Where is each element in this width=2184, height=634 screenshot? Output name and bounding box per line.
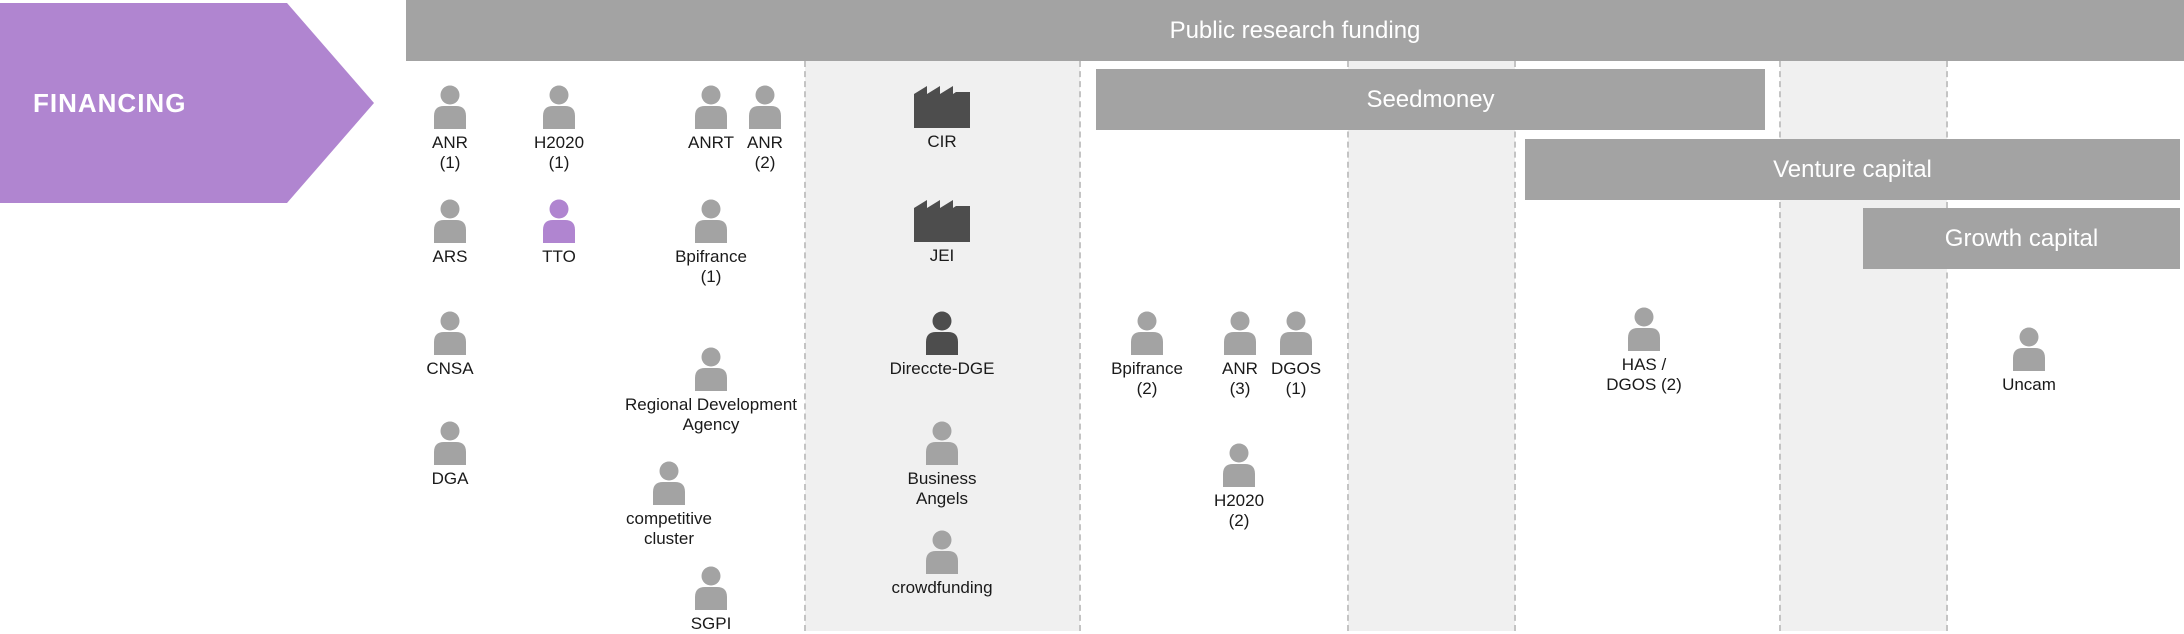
person-icon xyxy=(1131,311,1163,355)
column-divider xyxy=(1079,61,1081,631)
actor-tto: TTO xyxy=(519,199,599,267)
actor-sgpi: SGPI xyxy=(671,566,751,634)
actor-label: SGPI xyxy=(690,614,732,633)
actor-label: ANR (2) xyxy=(747,133,783,172)
actor-anr-2: ANR (2) xyxy=(735,85,795,173)
actor-label: JEI xyxy=(929,246,955,265)
person-icon xyxy=(695,199,727,243)
actor-h2020-1: H2020 (1) xyxy=(519,85,599,173)
actor-label: ANRT xyxy=(688,133,734,152)
actor-competitive-cluster: competitive cluster xyxy=(609,461,729,549)
actor-label: H2020 (1) xyxy=(533,133,585,172)
actor-label: Business Angels xyxy=(907,469,977,508)
actor-anrt: ANRT xyxy=(671,85,751,153)
person-icon xyxy=(434,421,466,465)
actor-bpifrance-1: Bpifrance (1) xyxy=(651,199,771,287)
column-band xyxy=(1348,61,1515,631)
person-icon xyxy=(695,566,727,610)
factory-icon xyxy=(914,200,970,242)
actor-ars: ARS xyxy=(410,199,490,267)
person-icon xyxy=(926,421,958,465)
column-divider xyxy=(1514,61,1516,631)
person-icon xyxy=(653,461,685,505)
actor-label: H2020 (2) xyxy=(1213,491,1265,530)
actor-h2020-2: H2020 (2) xyxy=(1199,443,1279,531)
actor-cir: CIR xyxy=(892,86,992,152)
person-icon xyxy=(543,199,575,243)
financing-chevron xyxy=(0,3,374,203)
actor-dgos-1: DGOS (1) xyxy=(1261,311,1331,399)
actor-business-angels: Business Angels xyxy=(882,421,1002,509)
growth-capital-bar: Growth capital xyxy=(1863,208,2180,269)
actor-label: HAS / DGOS (2) xyxy=(1606,355,1682,394)
person-icon xyxy=(926,311,958,355)
person-icon xyxy=(434,199,466,243)
actor-label: CIR xyxy=(927,132,957,151)
person-icon xyxy=(926,530,958,574)
person-icon xyxy=(543,85,575,129)
column-divider xyxy=(1946,61,1948,631)
factory-icon xyxy=(914,86,970,128)
person-icon xyxy=(1628,307,1660,351)
actor-label: DGOS (1) xyxy=(1270,359,1322,398)
person-icon xyxy=(2013,327,2045,371)
actor-dga: DGA xyxy=(410,421,490,489)
actor-jei: JEI xyxy=(892,200,992,266)
person-icon xyxy=(1224,311,1256,355)
actor-has-dgos-2: HAS / DGOS (2) xyxy=(1594,307,1694,395)
actor-label: Direccte-DGE xyxy=(889,359,995,378)
person-icon xyxy=(749,85,781,129)
column-divider xyxy=(804,61,806,631)
actor-label: Bpifrance (1) xyxy=(675,247,747,286)
actor-label: ANR (1) xyxy=(432,133,468,172)
public-research-funding-bar: Public research funding xyxy=(406,0,2184,61)
person-icon xyxy=(1280,311,1312,355)
person-icon xyxy=(434,311,466,355)
actor-regional-development-agency: Regional Development Agency xyxy=(608,347,814,435)
actor-anr-3: ANR (3) xyxy=(1205,311,1275,399)
actor-label: DGA xyxy=(431,469,469,488)
venture-capital-bar: Venture capital xyxy=(1525,139,2180,200)
person-icon xyxy=(1223,443,1255,487)
actor-label: crowdfunding xyxy=(891,578,993,597)
actor-label: competitive cluster xyxy=(626,509,712,548)
actor-label: Regional Development Agency xyxy=(625,395,797,434)
actor-label: ANR (3) xyxy=(1222,359,1258,398)
person-icon xyxy=(695,85,727,129)
actor-label: TTO xyxy=(542,247,576,266)
column-divider xyxy=(1347,61,1349,631)
seedmoney-bar: Seedmoney xyxy=(1096,69,1765,130)
column-divider xyxy=(1779,61,1781,631)
actor-label: Bpifrance (2) xyxy=(1111,359,1183,398)
actor-crowdfunding: crowdfunding xyxy=(872,530,1012,598)
financing-label: FINANCING xyxy=(33,88,187,118)
person-icon xyxy=(695,347,727,391)
actor-bpifrance-2: Bpifrance (2) xyxy=(1087,311,1207,399)
actor-direccte-dge: Direccte-DGE xyxy=(872,311,1012,379)
actor-label: Uncam xyxy=(2002,375,2056,394)
actor-anr-1: ANR (1) xyxy=(410,85,490,173)
actor-cnsa: CNSA xyxy=(410,311,490,379)
actor-label: ARS xyxy=(432,247,468,266)
person-icon xyxy=(434,85,466,129)
actor-uncam: Uncam xyxy=(1979,327,2079,395)
actor-label: CNSA xyxy=(426,359,474,378)
